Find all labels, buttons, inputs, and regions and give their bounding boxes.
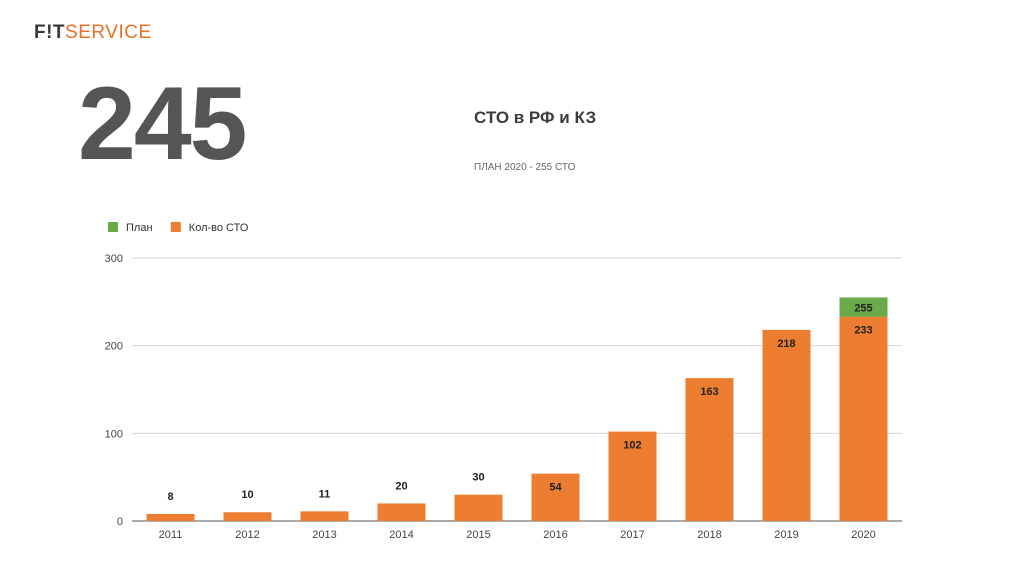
legend-swatch-0	[108, 222, 118, 232]
data-label-plan: 255	[854, 302, 872, 314]
y-tick-label: 0	[117, 516, 123, 528]
x-tick-label: 2017	[620, 529, 644, 541]
y-tick-label: 300	[105, 253, 123, 265]
x-tick-label: 2013	[312, 529, 336, 541]
x-tick-label: 2014	[389, 529, 413, 541]
x-tick-label: 2011	[159, 529, 183, 541]
x-tick-label: 2018	[697, 529, 721, 541]
y-tick-label: 100	[105, 428, 123, 440]
data-label: 163	[700, 386, 718, 398]
x-tick-label: 2020	[851, 529, 875, 541]
data-label: 11	[319, 488, 331, 500]
x-tick-label: 2012	[235, 529, 259, 541]
y-tick-label: 200	[105, 341, 123, 353]
bar-2012	[223, 512, 272, 521]
x-tick-label: 2016	[543, 529, 567, 541]
bar-2019	[762, 329, 811, 521]
bar-2011	[146, 513, 195, 521]
bar-2017	[608, 431, 657, 521]
bar-plan-2020	[839, 297, 888, 317]
data-label: 102	[623, 440, 641, 452]
bar-2013	[300, 511, 349, 521]
bar-2020	[839, 316, 888, 521]
x-tick-label: 2019	[774, 529, 798, 541]
logo-service: SERVICE	[65, 22, 152, 43]
logo-fit: F!T	[34, 22, 66, 43]
data-label: 8	[167, 491, 173, 503]
data-label: 54	[549, 482, 562, 494]
data-label: 233	[854, 325, 872, 337]
data-label: 20	[395, 480, 407, 492]
data-label: 30	[472, 472, 484, 484]
headline: СТО в РФ и КЗ	[474, 108, 597, 127]
x-tick-label: 2015	[466, 529, 490, 541]
bar-2016	[531, 473, 580, 521]
bar-2018	[685, 378, 734, 521]
legend-swatch-1	[170, 222, 181, 232]
headline-number: 245	[78, 66, 248, 182]
bar-2014	[377, 503, 426, 521]
bar-2015	[454, 494, 503, 521]
subline: ПЛАН 2020 - 255 СТО	[474, 162, 576, 173]
legend-label-0: План	[126, 222, 153, 234]
data-label: 218	[777, 338, 795, 350]
logo: F!TSERVICE	[34, 22, 152, 44]
data-label: 10	[241, 489, 253, 501]
legend-label-1: Кол-во СТО	[189, 222, 249, 234]
